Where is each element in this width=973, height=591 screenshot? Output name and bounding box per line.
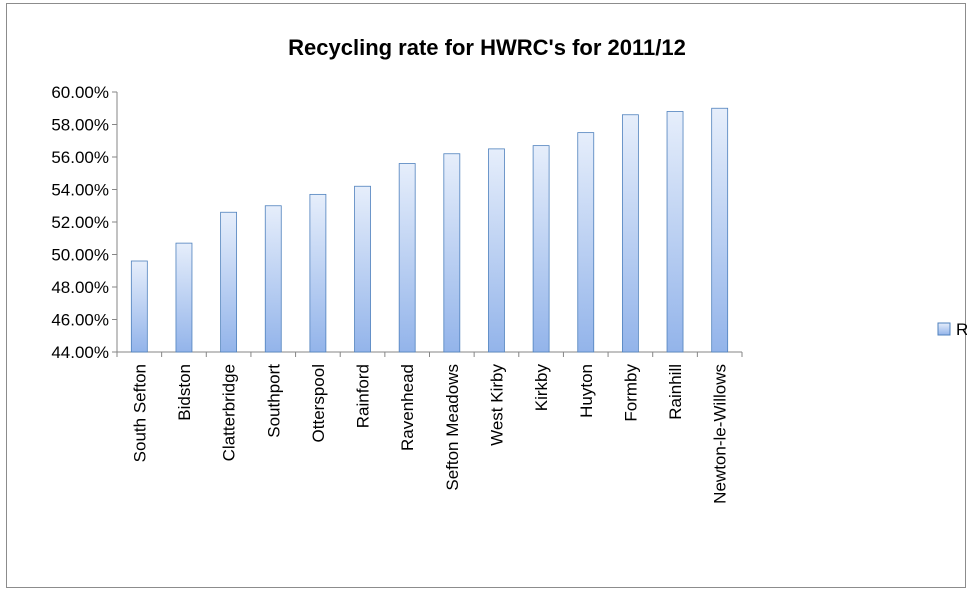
bars xyxy=(130,107,729,353)
x-tick-label: West Kirby xyxy=(487,364,506,446)
y-tick-label: 54.00% xyxy=(51,181,109,200)
bar xyxy=(354,185,371,353)
y-tick-label: 50.00% xyxy=(51,246,109,265)
bar-chart: Recycling rate for HWRC's for 2011/12 44… xyxy=(51,35,967,504)
x-tick-label: Ravenhead xyxy=(398,364,417,451)
bar xyxy=(264,205,282,353)
x-tick-label: Bidston xyxy=(175,364,194,421)
x-tick-label: South Sefton xyxy=(130,364,149,462)
bar xyxy=(621,114,639,353)
y-tick-label: 56.00% xyxy=(51,148,109,167)
chart-title: Recycling rate for HWRC's for 2011/12 xyxy=(288,35,686,60)
bar xyxy=(398,163,416,353)
bar xyxy=(532,145,550,353)
x-tick-label: Huyton xyxy=(577,364,596,418)
x-tick-label: Kirkby xyxy=(532,364,551,412)
x-tick-label: Rainford xyxy=(354,364,373,428)
legend-swatch xyxy=(937,322,951,336)
bar xyxy=(577,132,595,353)
bar xyxy=(309,193,327,353)
x-tick-label: Clatterbridge xyxy=(220,364,239,461)
legend: Recycling rate xyxy=(937,320,967,339)
bar xyxy=(443,153,461,353)
x-tick-label: Rainhill xyxy=(666,364,685,420)
x-tick-label: Southport xyxy=(264,364,283,438)
bar xyxy=(175,242,193,353)
x-tick-label: Sefton Meadows xyxy=(443,364,462,491)
x-tick-label: Formby xyxy=(621,364,640,422)
x-tick-label: Otterspool xyxy=(309,364,328,442)
y-tick-label: 60.00% xyxy=(51,83,109,102)
bar xyxy=(130,260,148,353)
chart-area: Recycling rate for HWRC's for 2011/12 44… xyxy=(6,3,967,588)
x-tick-label: Newton-le-Willows xyxy=(711,364,730,504)
bar xyxy=(488,148,505,353)
bar xyxy=(711,107,729,353)
bar xyxy=(220,211,238,353)
y-tick-label: 44.00% xyxy=(51,343,109,362)
y-tick-label: 46.00% xyxy=(51,311,109,330)
bar xyxy=(666,111,684,353)
axes: 44.00% 46.00% 48.00% 50.00% 52.00% 54.00% 56.0… xyxy=(51,83,743,504)
legend-label: Recycling rate xyxy=(956,320,967,339)
y-tick-label: 58.00% xyxy=(51,116,109,135)
y-tick-label: 48.00% xyxy=(51,278,109,297)
y-tick-label: 52.00% xyxy=(51,213,109,232)
